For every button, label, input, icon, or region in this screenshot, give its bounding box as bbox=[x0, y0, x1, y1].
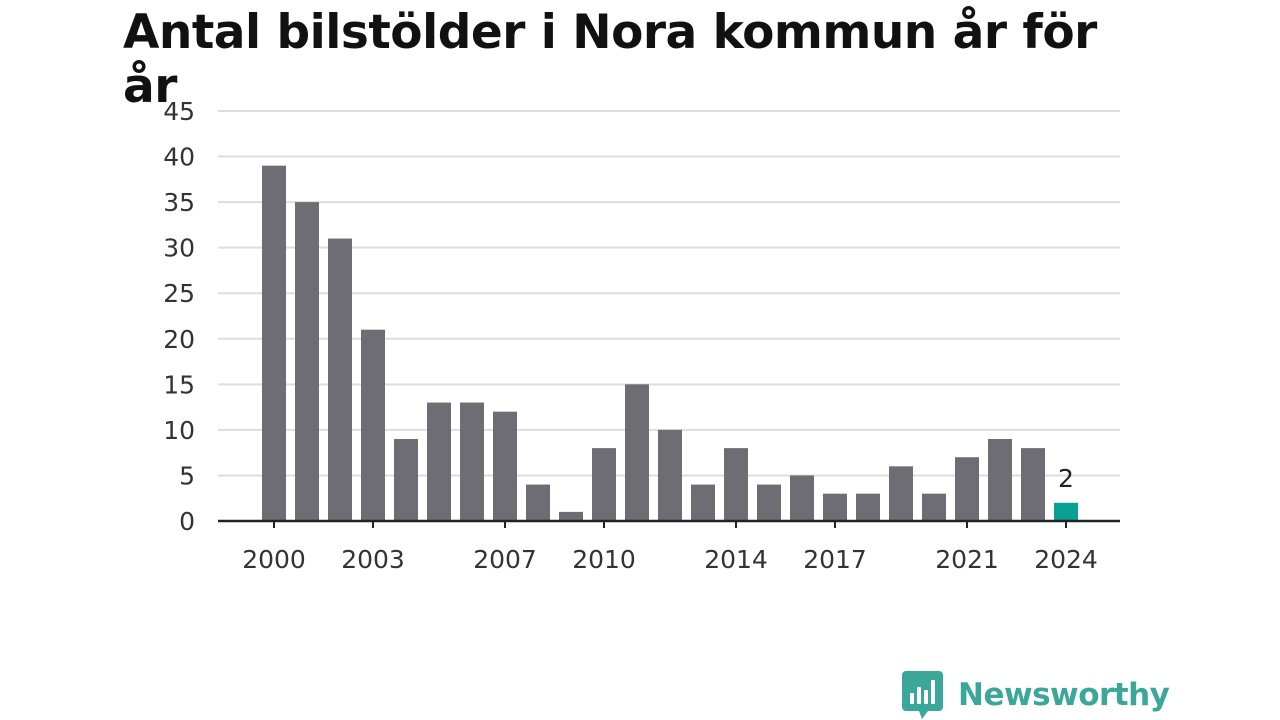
y-tick-label: 20 bbox=[163, 325, 195, 354]
bar bbox=[559, 511, 583, 521]
bar bbox=[427, 402, 451, 521]
bar bbox=[262, 165, 286, 521]
y-tick-label: 0 bbox=[179, 507, 195, 536]
newsworthy-logo: Newsworthy bbox=[902, 671, 1170, 719]
y-tick-label: 25 bbox=[163, 279, 195, 308]
y-tick-label: 30 bbox=[163, 234, 195, 263]
newsworthy-logo-icon bbox=[902, 671, 943, 719]
x-tick-label: 2014 bbox=[704, 545, 768, 574]
x-tick-label: 2017 bbox=[803, 545, 867, 574]
data-label: 2 bbox=[1058, 464, 1074, 493]
y-tick-label: 40 bbox=[163, 143, 195, 172]
x-tick-label: 2021 bbox=[935, 545, 999, 574]
x-tick-label: 2000 bbox=[242, 545, 306, 574]
bar bbox=[955, 457, 979, 521]
y-tick-label: 35 bbox=[163, 188, 195, 217]
x-tick-label: 2003 bbox=[341, 545, 405, 574]
bar bbox=[691, 484, 715, 521]
bar bbox=[724, 448, 748, 521]
x-tick-label: 2010 bbox=[572, 545, 636, 574]
bar bbox=[1021, 448, 1045, 521]
bar bbox=[823, 493, 847, 521]
bar bbox=[394, 439, 418, 521]
bar bbox=[295, 202, 319, 521]
gridlines bbox=[218, 110, 1120, 477]
bar bbox=[592, 448, 616, 521]
bar bbox=[460, 402, 484, 521]
axes bbox=[218, 519, 1120, 528]
y-tick-label: 10 bbox=[163, 416, 195, 445]
labels: 0 5 10 15 20 25 30 35 40 45 2000 2003 2007 2010 2014 20… bbox=[163, 97, 1098, 574]
bar bbox=[361, 329, 385, 521]
bar bbox=[889, 466, 913, 521]
x-tick-label: 2007 bbox=[473, 545, 537, 574]
bar bbox=[625, 384, 649, 521]
bar bbox=[988, 439, 1012, 521]
x-tick-label: 2024 bbox=[1034, 545, 1098, 574]
chart-title: Antal bilstölder i Nora kommun år för år bbox=[123, 5, 1097, 114]
y-tick-label: 15 bbox=[163, 370, 195, 399]
bar bbox=[526, 484, 550, 521]
bar bbox=[493, 411, 517, 521]
bar bbox=[328, 238, 352, 522]
bar bbox=[922, 493, 946, 521]
bar bbox=[1054, 502, 1078, 521]
y-tick-label: 5 bbox=[179, 461, 195, 490]
bar bbox=[790, 475, 814, 521]
bar bbox=[856, 493, 880, 521]
y-tick-label: 45 bbox=[163, 97, 195, 126]
bars bbox=[262, 165, 1078, 522]
bar bbox=[658, 429, 682, 521]
bar bbox=[757, 484, 781, 521]
newsworthy-wordmark: Newsworthy bbox=[958, 677, 1170, 713]
